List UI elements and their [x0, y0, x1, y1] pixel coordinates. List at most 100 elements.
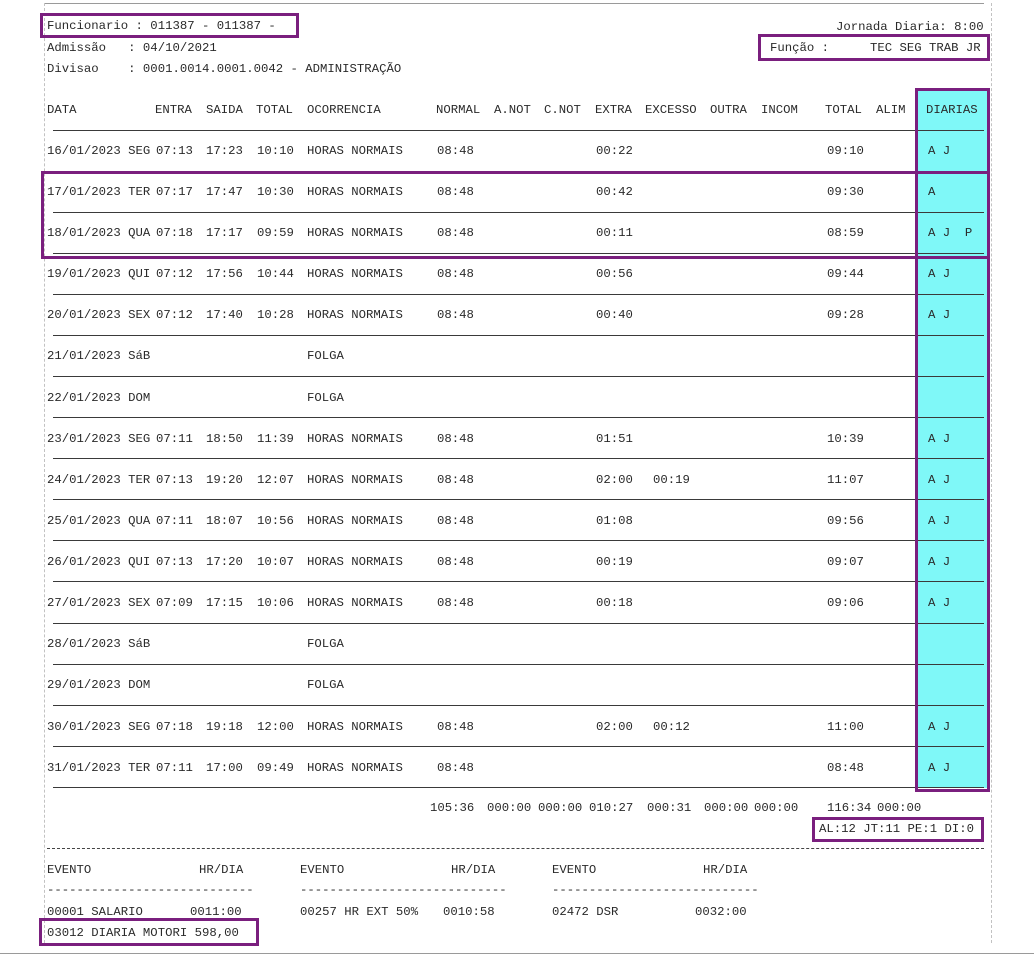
- highlight-diarias-column: [915, 88, 990, 792]
- row-total2: 09:28: [827, 308, 864, 322]
- row-total: 10:28: [257, 308, 294, 322]
- row-divider: [53, 335, 984, 336]
- row-date: 21/01/2023 SáB: [47, 349, 151, 363]
- highlight-diaria-motori: [39, 918, 259, 946]
- row-total2: 09:30: [827, 185, 864, 199]
- row-total2: 11:00: [827, 720, 864, 734]
- row-entra: 07:13: [156, 555, 193, 569]
- row-normal: 08:48: [437, 473, 474, 487]
- diaria-motori-line: 03012 DIARIA MOTORI 598,00: [47, 926, 239, 940]
- row-total2: 09:44: [827, 267, 864, 281]
- row-total: 10:07: [257, 555, 294, 569]
- row-extra: 01:08: [596, 514, 633, 528]
- row-divider: [53, 499, 984, 500]
- row-date: 16/01/2023 SEG: [47, 144, 151, 158]
- row-saida: 19:18: [206, 720, 243, 734]
- row-normal: 08:48: [437, 308, 474, 322]
- row-date: 28/01/2023 SáB: [47, 637, 151, 651]
- col-total: TOTAL: [256, 103, 293, 117]
- row-diarias: A J: [928, 761, 951, 775]
- row-saida: 17:15: [206, 596, 243, 610]
- row-divider: [53, 746, 984, 747]
- row-divider: [53, 253, 984, 254]
- row-ocorrencia: HORAS NORMAIS: [307, 555, 403, 569]
- row-saida: 17:23: [206, 144, 243, 158]
- row-divider: [53, 294, 984, 295]
- row-divider: [53, 458, 984, 459]
- row-ocorrencia: HORAS NORMAIS: [307, 473, 403, 487]
- evento-name: 00001 SALARIO: [47, 905, 143, 919]
- col-outra: OUTRA: [710, 103, 747, 117]
- highlight-funcao: [758, 34, 990, 61]
- highlight-funcionario: [40, 13, 299, 38]
- row-ocorrencia: FOLGA: [307, 637, 344, 651]
- col-extra: EXTRA: [595, 103, 632, 117]
- row-normal: 08:48: [437, 761, 474, 775]
- total-extra: 010:27: [589, 801, 634, 815]
- row-ocorrencia: HORAS NORMAIS: [307, 432, 403, 446]
- evento-dashes: ----------------------------: [300, 883, 507, 897]
- row-divider: [53, 623, 984, 624]
- diarias-column-highlight: [918, 90, 988, 788]
- row-normal: 08:48: [437, 144, 474, 158]
- row-normal: 08:48: [437, 226, 474, 240]
- row-entra: 07:11: [156, 514, 193, 528]
- row-extra: 02:00: [596, 720, 633, 734]
- row-date: 31/01/2023 TER: [47, 761, 151, 775]
- page-left-border: [44, 3, 45, 943]
- row-total: 12:07: [257, 473, 294, 487]
- highlight-rows-17-18: [41, 171, 990, 259]
- row-date: 23/01/2023 SEG: [47, 432, 151, 446]
- row-diarias: A J: [928, 432, 951, 446]
- col-ocorrencia: OCORRENCIA: [307, 103, 381, 117]
- col-normal: NORMAL: [436, 103, 481, 117]
- row-diarias: A J: [928, 514, 951, 528]
- row-excesso: 00:12: [653, 720, 690, 734]
- funcionario-line: Funcionario : 011387 - 011387 -: [47, 19, 276, 33]
- row-entra: 07:13: [156, 144, 193, 158]
- total-cnot: 000:00: [538, 801, 583, 815]
- funcao-label: Função :: [770, 41, 830, 55]
- hr-dia-header: HR/DIA: [703, 863, 748, 877]
- evento-header: EVENTO: [47, 863, 92, 877]
- row-total2: 09:10: [827, 144, 864, 158]
- row-total: 10:30: [257, 185, 294, 199]
- row-date: 30/01/2023 SEG: [47, 720, 151, 734]
- col-cnot: C.NOT: [544, 103, 581, 117]
- total-total: 116:34: [827, 801, 872, 815]
- row-ocorrencia: HORAS NORMAIS: [307, 308, 403, 322]
- row-normal: 08:48: [437, 555, 474, 569]
- row-ocorrencia: HORAS NORMAIS: [307, 144, 403, 158]
- row-divider: [53, 581, 984, 582]
- row-entra: 07:12: [156, 267, 193, 281]
- row-extra: 02:00: [596, 473, 633, 487]
- row-saida: 18:50: [206, 432, 243, 446]
- row-divider: [53, 787, 984, 788]
- row-total2: 11:07: [827, 473, 864, 487]
- row-ocorrencia: FOLGA: [307, 349, 344, 363]
- diarias-summary: AL:12 JT:11 PE:1 DI:0: [819, 822, 974, 836]
- evento-name: 02472 DSR: [552, 905, 619, 919]
- total-anot: 000:00: [487, 801, 532, 815]
- row-saida: 17:00: [206, 761, 243, 775]
- row-divider: [53, 376, 984, 377]
- col-anot: A.NOT: [494, 103, 531, 117]
- total-excesso: 000:31: [647, 801, 692, 815]
- row-extra: 01:51: [596, 432, 633, 446]
- row-entra: 07:09: [156, 596, 193, 610]
- total-incom: 000:00: [754, 801, 799, 815]
- row-diarias: A: [928, 185, 936, 199]
- row-normal: 08:48: [437, 720, 474, 734]
- evento-dashes: ----------------------------: [552, 883, 759, 897]
- header-divider: [53, 130, 984, 131]
- row-total2: 08:59: [827, 226, 864, 240]
- row-ocorrencia: HORAS NORMAIS: [307, 720, 403, 734]
- row-ocorrencia: HORAS NORMAIS: [307, 761, 403, 775]
- page-bottom-border: [0, 953, 1034, 954]
- total-outra: 000:00: [704, 801, 749, 815]
- row-ocorrencia: FOLGA: [307, 391, 344, 405]
- row-saida: 19:20: [206, 473, 243, 487]
- row-date: 18/01/2023 QUA: [47, 226, 151, 240]
- hr-dia-header: HR/DIA: [451, 863, 496, 877]
- col-alim: ALIM: [876, 103, 906, 117]
